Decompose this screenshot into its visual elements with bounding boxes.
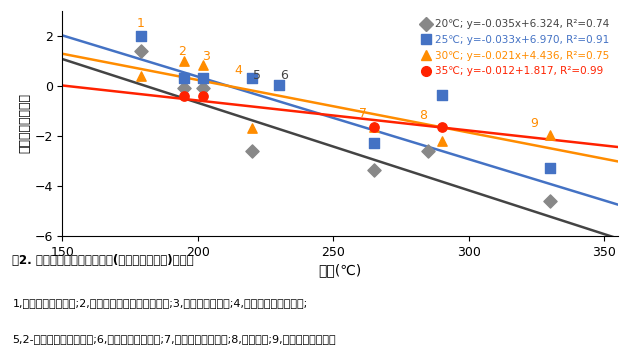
Text: 2: 2 — [178, 45, 185, 58]
Point — [179, 86, 189, 91]
Point — [136, 33, 146, 39]
Point — [274, 82, 284, 87]
Text: 図2. 香気成分の沸点と発散比(発散量／内生量)の関係: 図2. 香気成分の沸点と発散比(発散量／内生量)の関係 — [12, 254, 194, 267]
Point — [437, 92, 447, 98]
Point — [198, 76, 208, 81]
Text: 1,ベンズアルデヒド;2,フェニルアセトアルデヒド;3,安息香酸メチル;4,ベンジルアルコール;: 1,ベンズアルデヒド;2,フェニルアセトアルデヒド;3,安息香酸メチル;4,ベン… — [12, 298, 308, 308]
Y-axis label: 発散比の自然対数: 発散比の自然対数 — [19, 93, 32, 154]
Text: 9: 9 — [530, 117, 538, 130]
Point — [198, 62, 208, 68]
Point — [437, 124, 447, 130]
X-axis label: 沸点(℃): 沸点(℃) — [318, 263, 362, 277]
Point — [136, 73, 146, 79]
Point — [179, 93, 189, 99]
Point — [247, 76, 257, 81]
Text: 1: 1 — [137, 17, 145, 30]
Point — [179, 58, 189, 64]
Point — [247, 148, 257, 154]
Text: 3: 3 — [202, 50, 210, 63]
Point — [423, 148, 433, 154]
Point — [369, 167, 379, 172]
Point — [437, 138, 447, 144]
Text: 7: 7 — [359, 107, 367, 120]
Point — [545, 132, 555, 138]
Point — [369, 124, 379, 130]
Point — [198, 93, 208, 99]
Point — [545, 198, 555, 204]
Point — [545, 166, 555, 171]
Text: 4: 4 — [235, 64, 243, 77]
Point — [136, 48, 146, 54]
Text: 6: 6 — [281, 69, 288, 82]
Point — [179, 76, 189, 81]
Point — [369, 124, 379, 130]
Point — [198, 86, 208, 91]
Text: 8: 8 — [419, 109, 427, 122]
Point — [247, 126, 257, 131]
Legend: 20℃; y=-0.035x+6.324, R²=0.74, 25℃; y=-0.033x+6.970, R²=0.91, 30℃; y=-0.021x+4.4: 20℃; y=-0.035x+6.324, R²=0.74, 25℃; y=-0… — [417, 16, 613, 79]
Text: 5: 5 — [253, 69, 261, 82]
Point — [369, 140, 379, 146]
Text: 5,2-フェニルエタノール;6,サリチル酸メチル;7,イソオイゲノール;8,バニリン;9,安息香酸ベンジル: 5,2-フェニルエタノール;6,サリチル酸メチル;7,イソオイゲノール;8,バニ… — [12, 334, 336, 344]
